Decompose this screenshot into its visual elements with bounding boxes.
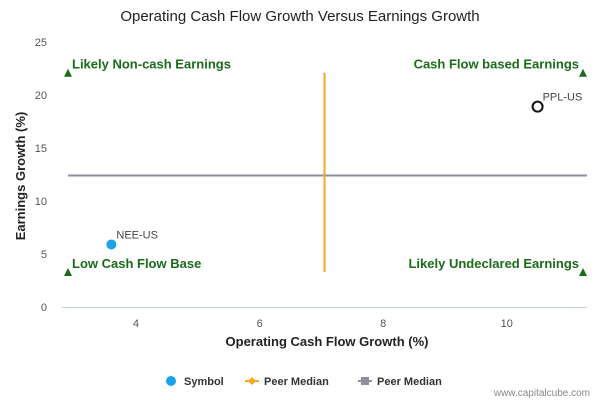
quadrant-marker-icon bbox=[579, 268, 587, 277]
y-tick-label: 15 bbox=[35, 143, 47, 155]
chart-title: Operating Cash Flow Growth Versus Earnin… bbox=[120, 8, 479, 25]
y-tick-label: 5 bbox=[41, 249, 47, 261]
x-tick-label: 8 bbox=[380, 318, 386, 330]
data-point[interactable] bbox=[531, 100, 544, 113]
quadrant-label: Cash Flow based Earnings bbox=[414, 57, 579, 72]
legend-item-label[interactable]: Peer Median bbox=[264, 376, 329, 388]
data-point-label: PPL-US bbox=[543, 92, 583, 104]
legend[interactable]: Symbol Peer Median Peer Median bbox=[166, 376, 442, 388]
quadrant-marker-icon bbox=[579, 68, 587, 77]
quadrant-label: Likely Non-cash Earnings bbox=[72, 57, 231, 72]
quadrant-label: Likely Undeclared Earnings bbox=[408, 256, 579, 271]
data-points[interactable]: NEE-US PPL-US bbox=[106, 92, 582, 250]
x-tick-label: 10 bbox=[501, 318, 513, 330]
x-tick-label: 4 bbox=[133, 318, 139, 330]
y-axis-title: Earnings Growth (%) bbox=[13, 112, 28, 241]
x-axis-title: Operating Cash Flow Growth (%) bbox=[226, 334, 429, 349]
credit-text: www.capitalcube.com bbox=[493, 388, 590, 399]
legend-item-label[interactable]: Peer Median bbox=[377, 376, 442, 388]
data-point-label: NEE-US bbox=[116, 229, 158, 241]
quadrant-marker-icon bbox=[64, 268, 72, 277]
quadrant-label: Low Cash Flow Base bbox=[72, 256, 201, 271]
y-axis-ticks: 0 5 10 15 20 25 bbox=[35, 37, 47, 314]
y-tick-label: 25 bbox=[35, 37, 47, 49]
x-tick-label: 6 bbox=[257, 318, 263, 330]
y-tick-label: 20 bbox=[35, 90, 47, 102]
quadrant-labels: Likely Non-cash Earnings Cash Flow based … bbox=[64, 57, 587, 277]
data-point[interactable] bbox=[106, 239, 117, 250]
x-axis-ticks: 4 6 8 10 bbox=[133, 318, 513, 330]
legend-item-label[interactable]: Symbol bbox=[184, 376, 224, 388]
legend-symbol-icon bbox=[166, 376, 176, 386]
legend-square-icon bbox=[361, 377, 369, 385]
quadrant-marker-icon bbox=[64, 68, 72, 77]
legend-diamond-icon bbox=[248, 377, 256, 385]
y-tick-label: 0 bbox=[41, 302, 47, 314]
y-tick-label: 10 bbox=[35, 196, 47, 208]
